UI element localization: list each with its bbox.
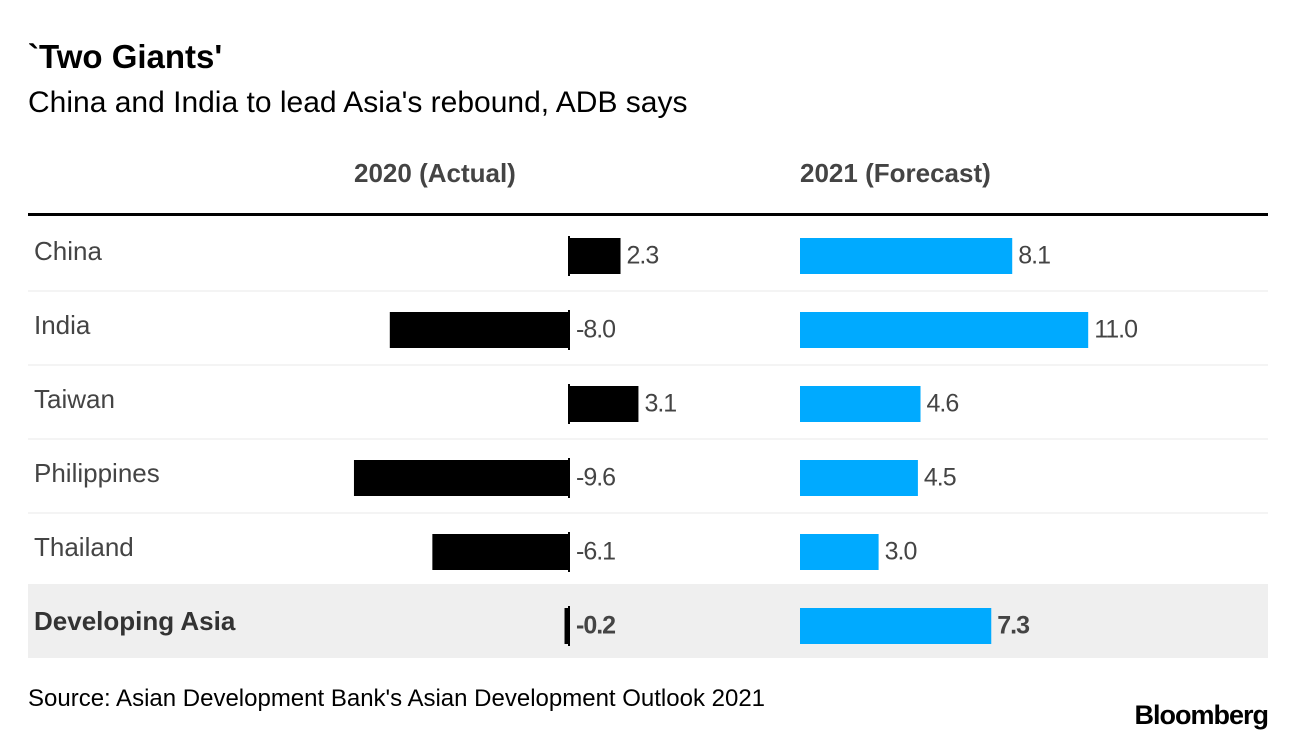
bar-2020-thailand [432, 534, 569, 570]
chart-subtitle: China and India to lead Asia's rebound, … [28, 86, 688, 119]
chart-title: `Two Giants' [28, 38, 223, 75]
value-label-2021-thailand: 3.0 [885, 538, 917, 566]
bar-2021-taiwan [800, 386, 921, 422]
bar-2020-philippines [353, 460, 569, 496]
highlight-row-developing-asia [28, 584, 1268, 658]
bar-2020-china [569, 238, 621, 274]
value-label-2020-thailand: -6.1 [576, 538, 615, 566]
value-label-2020-china: 2.3 [627, 242, 659, 270]
value-label-2021-china: 8.1 [1018, 242, 1050, 270]
column-header-2021-forecast: 2021 (Forecast) [800, 158, 991, 188]
value-label-2020-philippines: -9.6 [576, 464, 615, 492]
category-label-taiwan: Taiwan [34, 384, 115, 414]
category-label-china: China [34, 236, 102, 266]
bar-2020-developing-asia [564, 608, 569, 644]
category-label-philippines: Philippines [34, 458, 160, 488]
source-note: Source: Asian Development Bank's Asian D… [28, 685, 766, 712]
column-header-2020-actual: 2020 (Actual) [354, 158, 516, 188]
bar-2021-india [800, 312, 1089, 348]
bar-2021-china [800, 238, 1013, 274]
value-label-2021-taiwan: 4.6 [927, 390, 959, 418]
category-label-developing-asia: Developing Asia [34, 606, 236, 636]
bar-2020-india [389, 312, 569, 348]
value-label-2020-india: -8.0 [576, 316, 615, 344]
value-label-2020-developing-asia: -0.2 [576, 612, 615, 640]
value-label-2021-philippines: 4.5 [924, 464, 956, 492]
bar-2020-taiwan [569, 386, 639, 422]
category-label-india: India [34, 310, 91, 340]
value-label-2021-developing-asia: 7.3 [997, 612, 1029, 640]
bar-2021-developing-asia [800, 608, 992, 644]
category-label-thailand: Thailand [34, 532, 134, 562]
bar-2021-philippines [800, 460, 918, 496]
bloomberg-logo: Bloomberg [1134, 700, 1269, 730]
value-label-2020-taiwan: 3.1 [644, 390, 676, 418]
value-label-2021-india: 11.0 [1094, 316, 1137, 344]
bar-2021-thailand [800, 534, 879, 570]
header-divider [28, 213, 1268, 216]
